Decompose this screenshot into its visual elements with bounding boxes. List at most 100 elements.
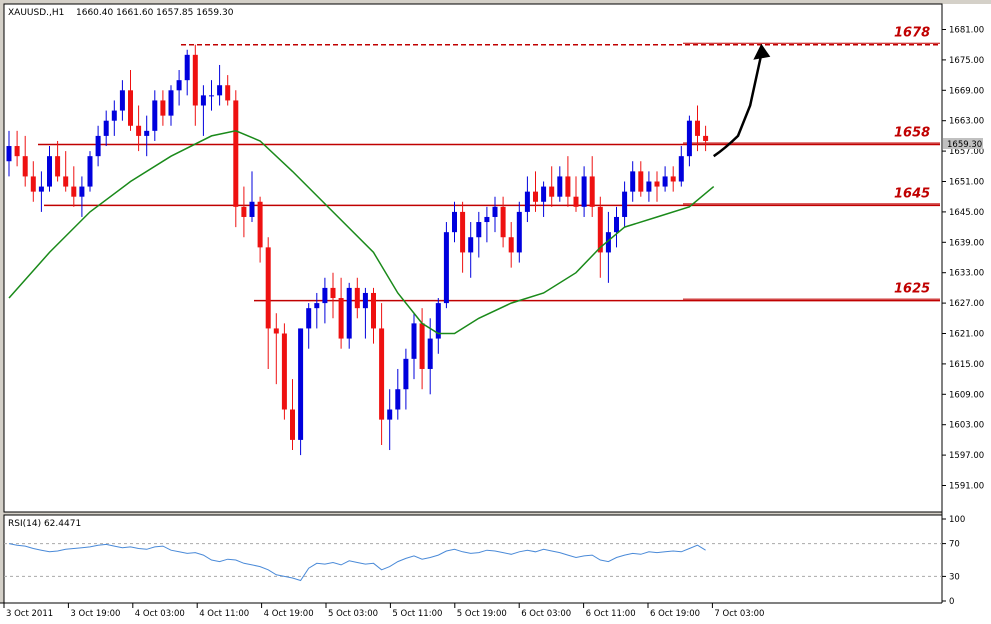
candle-body [460, 211, 466, 253]
candle-body [338, 298, 344, 339]
candle-body [63, 176, 69, 187]
candle-body [443, 232, 449, 304]
price-tick-label: 1651.00 [949, 178, 984, 188]
candle-body [500, 206, 506, 238]
candle-body [136, 125, 142, 136]
candle-body [47, 156, 52, 187]
level-label: 1678 [894, 26, 930, 41]
candle-body [541, 186, 547, 202]
time-tick-label: 6 Oct 11:00 [586, 609, 636, 619]
candle-body [589, 176, 595, 207]
candle-body [103, 120, 109, 136]
candle-body [257, 201, 263, 248]
rsi-tick-label: 100 [949, 515, 965, 525]
price-tick-label: 1633.00 [949, 269, 984, 279]
time-tick-label: 5 Oct 03:00 [328, 609, 378, 619]
rsi-plot-area [3, 514, 943, 604]
time-tick-label: 4 Oct 03:00 [135, 609, 185, 619]
price-tick-label: 1663.00 [949, 117, 984, 127]
candle-body [233, 100, 239, 207]
candle-body [225, 85, 231, 101]
candle-body [22, 156, 28, 177]
candle-body [411, 323, 417, 359]
rsi-tick-label: 70 [949, 540, 960, 550]
candle-body [484, 216, 490, 223]
price-tick-label: 1675.00 [949, 56, 984, 66]
candle-body [605, 232, 611, 253]
candle-body [427, 338, 433, 369]
candle-body [516, 211, 522, 253]
candle-body [95, 135, 101, 157]
price-tick-label: 1597.00 [949, 451, 984, 461]
candle-body [468, 237, 474, 253]
candle-body [581, 176, 587, 207]
candle-body [200, 95, 206, 106]
current-price-label: 1659.30 [947, 140, 982, 150]
time-tick-label: 6 Oct 03:00 [521, 609, 571, 619]
candle-body [160, 100, 166, 116]
candle-body [476, 222, 482, 238]
candle-body [654, 181, 660, 187]
candle-body [192, 54, 198, 106]
candle-body [395, 389, 401, 410]
candle-body [306, 308, 312, 329]
rsi-line [8, 543, 706, 582]
candle-body [646, 181, 652, 192]
candle-body [387, 409, 393, 420]
ohlc-readout: 1660.40 1661.60 1657.85 1659.30 [76, 8, 234, 18]
price-tick-label: 1603.00 [949, 421, 984, 431]
moving-average-line [8, 130, 715, 335]
candle-body [79, 186, 85, 197]
candle-body [176, 80, 182, 91]
price-tick-label: 1645.00 [949, 208, 984, 218]
rsi-title: RSI(14) 62.4471 [8, 519, 81, 529]
candle-body [419, 323, 425, 369]
candle-body [573, 196, 579, 207]
price-tick-label: 1621.00 [949, 330, 984, 340]
candle-body [330, 287, 336, 299]
candle-body [362, 292, 368, 309]
level-label: 1625 [894, 282, 930, 297]
price-tick-label: 1591.00 [949, 482, 984, 492]
candle-body [354, 287, 360, 309]
candle-body [695, 120, 700, 136]
rsi-tick-label: 30 [949, 572, 960, 582]
candle-body [524, 191, 530, 212]
time-tick-label: 5 Oct 19:00 [457, 609, 507, 619]
candle-body [6, 146, 12, 162]
candle-body [492, 206, 498, 217]
rsi-tick-label: 0 [949, 597, 954, 607]
price-tick-label: 1609.00 [949, 390, 984, 400]
candle-body [314, 303, 320, 309]
candle-body [14, 146, 20, 157]
candle-body [346, 287, 352, 339]
candle-body [249, 201, 255, 217]
price-tick-label: 1669.00 [949, 86, 984, 96]
price-tick-label: 1681.00 [949, 26, 984, 36]
candle-body [549, 186, 555, 197]
current-price-badge [943, 138, 983, 149]
candle-body [265, 247, 271, 329]
candle-body [30, 176, 36, 192]
candle-body [55, 156, 61, 177]
candle-body [152, 100, 158, 131]
candle-body [678, 156, 684, 182]
price-tick-label: 1615.00 [949, 360, 984, 370]
projection-arrow-line [713, 49, 764, 158]
candle-body [686, 120, 692, 157]
price-tick-label: 1627.00 [949, 299, 984, 309]
candle-body [119, 90, 125, 111]
price-tick-label: 1657.00 [949, 147, 984, 157]
time-tick-label: 7 Oct 03:00 [714, 609, 764, 619]
candle-body [703, 135, 709, 141]
candle-body [168, 90, 174, 116]
time-axis [0, 603, 991, 624]
candle-body [144, 130, 150, 136]
candle-body [298, 328, 304, 440]
candle-body [630, 171, 636, 192]
candle-body [209, 95, 214, 97]
candle-body [379, 328, 385, 420]
candle-body [452, 211, 457, 233]
